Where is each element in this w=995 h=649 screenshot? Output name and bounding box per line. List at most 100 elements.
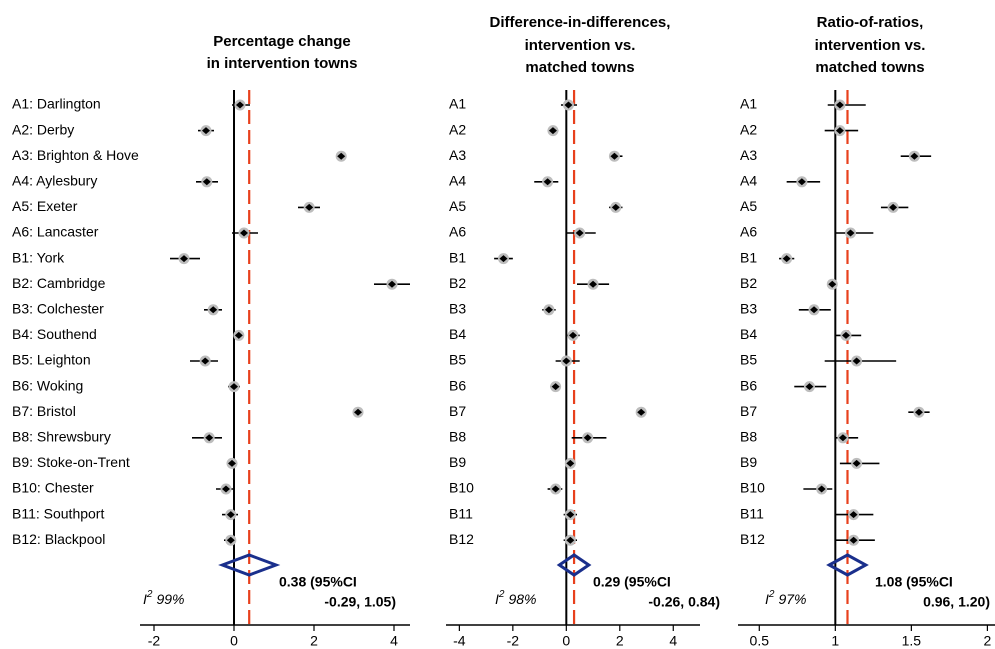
row-label: A1	[449, 96, 466, 112]
x-tick-label: 1.5	[902, 633, 922, 649]
i2-sup: 2	[768, 589, 775, 600]
row-label: A6	[740, 224, 757, 240]
row-label: B4	[740, 326, 757, 342]
row-label: B6	[449, 377, 466, 393]
x-tick-label: 2	[310, 633, 318, 649]
point	[222, 485, 230, 493]
row-label: B1	[449, 249, 466, 265]
row-label: B5	[740, 352, 757, 368]
point	[562, 357, 571, 365]
x-tick-label: 0.5	[750, 633, 770, 649]
point	[846, 229, 855, 237]
row-label: B3	[449, 301, 466, 317]
x-tick-label: -2	[148, 633, 161, 649]
panel-title: matched towns	[525, 59, 634, 76]
point	[637, 408, 646, 416]
pooled-label: -0.29, 1.05)	[324, 594, 396, 610]
point	[589, 280, 598, 288]
row-label: B6	[740, 377, 757, 393]
row-label: B7: Bristol	[12, 403, 76, 419]
row-label: B8	[740, 429, 757, 445]
row-label: B11	[449, 505, 473, 521]
row-label: B3: Colchester	[12, 301, 104, 317]
heterogeneity: I2 97%	[765, 589, 806, 607]
row-label: B1	[740, 249, 757, 265]
point	[209, 306, 218, 314]
row-label: B5	[449, 352, 466, 368]
point	[797, 178, 806, 186]
point	[354, 408, 362, 416]
point	[337, 152, 346, 160]
point	[566, 511, 575, 519]
x-tick-label: -4	[453, 633, 466, 649]
row-label: B12	[740, 531, 765, 547]
point	[202, 178, 211, 186]
point	[543, 178, 552, 186]
pooled-diamond	[556, 553, 592, 577]
point	[805, 383, 814, 391]
point	[852, 357, 861, 365]
pooled-label: 0.29 (95%CI	[593, 574, 671, 590]
point	[548, 127, 557, 135]
row-label: A3	[740, 147, 757, 163]
point	[889, 203, 898, 211]
row-label: B7	[449, 403, 466, 419]
point	[852, 459, 861, 467]
row-label: B7	[740, 403, 757, 419]
pooled-label: -0.26, 0.84)	[648, 594, 720, 610]
row-label: B4: Southend	[12, 326, 97, 342]
point	[583, 434, 592, 442]
point	[551, 383, 560, 391]
row-label: B11: Southport	[12, 505, 104, 521]
panel-title: in intervention towns	[207, 55, 358, 72]
heterogeneity: I2 99%	[143, 589, 184, 607]
row-label: B3	[740, 301, 757, 317]
panel-title: Percentage change	[213, 33, 351, 50]
pooled-label: 0.96, 1.20)	[923, 594, 990, 610]
point	[838, 434, 847, 442]
row-label: B2	[740, 275, 757, 291]
pooled-diamond	[826, 553, 869, 577]
point	[835, 101, 844, 109]
point	[236, 101, 244, 109]
row-label: A5	[740, 198, 757, 214]
row-label: B9: Stoke-on-Trent	[12, 454, 130, 470]
point	[201, 357, 210, 365]
pooled-label: 0.38 (95%CI	[279, 574, 357, 590]
row-label: B11	[740, 505, 764, 521]
row-label: A4: Aylesbury	[12, 173, 97, 189]
x-tick-label: 2	[616, 633, 624, 649]
x-tick-label: -2	[507, 633, 520, 649]
row-label: B2	[449, 275, 466, 291]
point	[305, 203, 314, 211]
i2-sup: 2	[146, 589, 153, 600]
i2-symbol: I	[765, 591, 769, 607]
point	[849, 536, 858, 544]
point	[817, 485, 826, 493]
row-label: B10	[449, 480, 474, 496]
point	[551, 485, 560, 493]
point	[566, 536, 575, 544]
point	[234, 331, 243, 339]
x-tick-label: 4	[669, 633, 677, 649]
i2-symbol: I	[495, 591, 499, 607]
point	[566, 459, 575, 467]
point	[226, 536, 235, 544]
point	[611, 203, 620, 211]
point	[564, 101, 573, 109]
point	[835, 127, 844, 135]
point	[849, 511, 858, 519]
point	[180, 255, 188, 263]
panel-title: Ratio-of-ratios,	[817, 14, 924, 31]
i2-symbol: I	[143, 591, 147, 607]
point	[230, 383, 238, 391]
point	[575, 229, 584, 237]
row-label: A4	[740, 173, 757, 189]
i2-value: 99%	[156, 591, 184, 607]
point	[810, 306, 819, 314]
row-label: A2: Derby	[12, 121, 74, 137]
row-label: A1: Darlington	[12, 96, 101, 112]
point	[569, 331, 577, 339]
row-label: B5: Leighton	[12, 352, 91, 368]
